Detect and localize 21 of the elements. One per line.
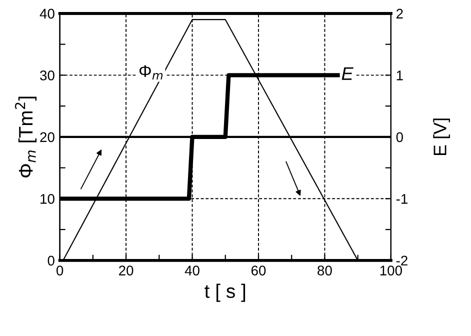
y2-tick-label: -2: [396, 256, 408, 266]
x-tick-label: 0: [56, 266, 64, 276]
series-label: Φ$_{m}$: [139, 65, 163, 80]
y-tick-label: 40: [40, 8, 54, 19]
x-tick-label: 100: [380, 266, 402, 276]
y2-tick-label: 0: [396, 132, 403, 142]
x-tick-label: 20: [119, 266, 134, 276]
y2-tick-label: 1: [396, 70, 403, 80]
x-tick-label: 60: [251, 266, 266, 276]
y-tick-label: 0: [48, 256, 54, 266]
y2-axis-title: E [V]: [433, 118, 450, 156]
series-label: E: [342, 67, 354, 80]
y-tick-label: 10: [40, 194, 54, 204]
y2-tick-label: -1: [396, 194, 408, 204]
y-axis-title: Φ$_{m}$ [Tm$^{2}$]: [14, 96, 37, 178]
y2-tick-label: 2: [396, 8, 403, 18]
x-tick-label: 80: [318, 266, 332, 276]
x-tick-label: 40: [184, 266, 200, 276]
x-axis-title: t [ s ]: [204, 284, 246, 302]
y-tick-label: 30: [40, 70, 54, 80]
y-tick-label: 20: [40, 132, 54, 142]
